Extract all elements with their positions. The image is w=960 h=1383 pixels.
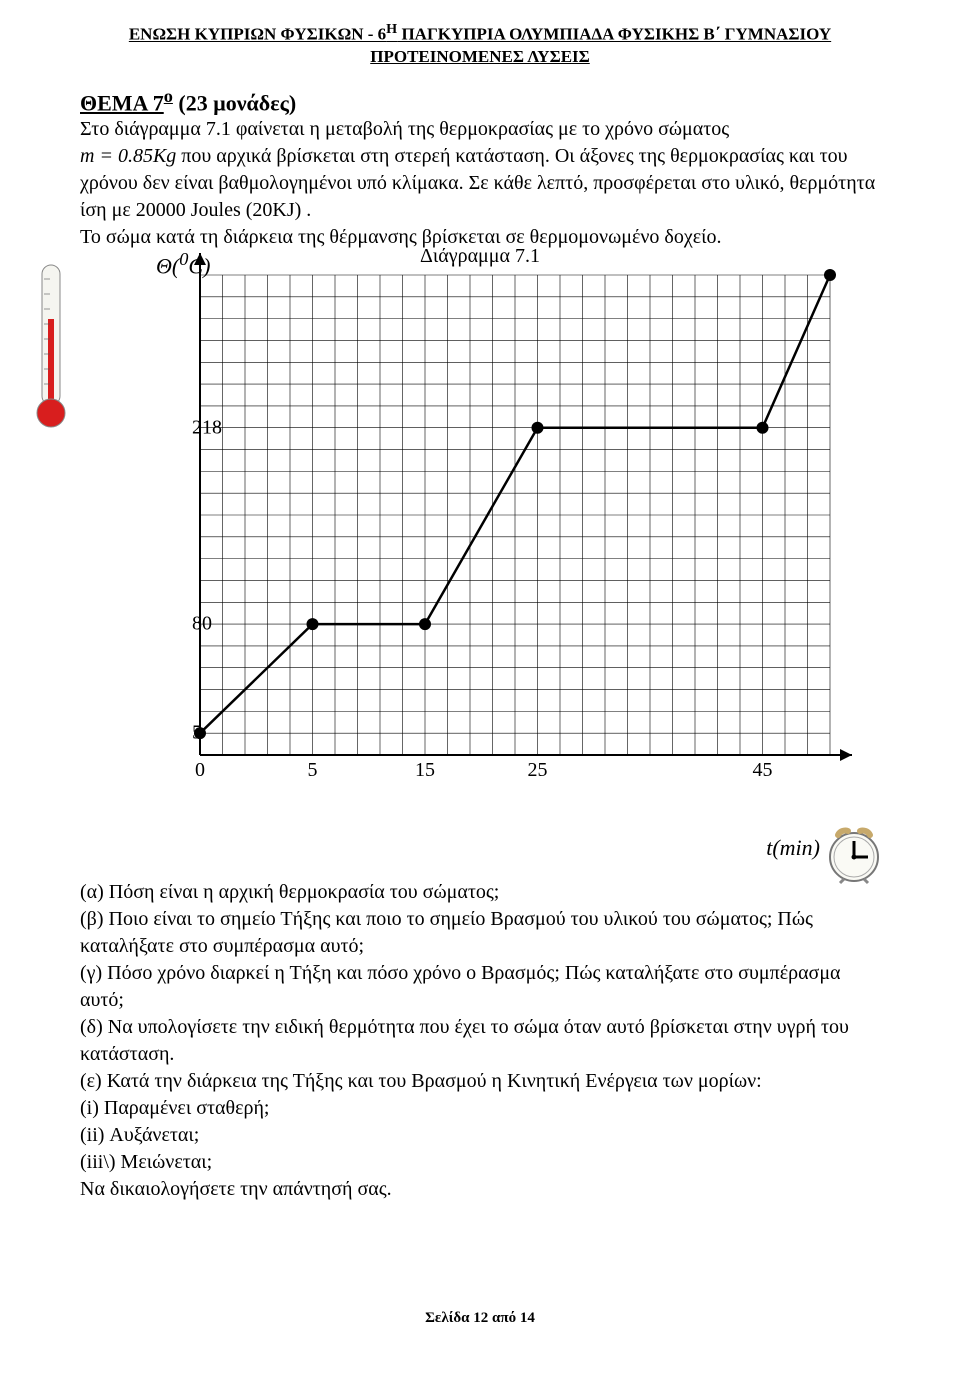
intro-p2: Το σώμα κατά τη διάρκεια της θέρμανσης β… (80, 226, 721, 248)
chart-container: Διάγραμμα 7.1 Θ(0C) 218 80 5 0 5 15 25 4… (100, 259, 860, 819)
question-title: ΘΕΜΑ 7ο (23 μονάδες) (80, 86, 880, 116)
clock-icon (822, 821, 886, 1383)
x-tick-45: 45 (753, 759, 773, 782)
chart-plot: 218 80 5 0 5 15 25 45 (200, 275, 830, 755)
x-tick-15: 15 (415, 759, 435, 782)
x-tick-0: 0 (195, 759, 205, 782)
question-c: (γ) Πόσο χρόνο διαρκεί η Τήξη και πόσο χ… (80, 960, 880, 1014)
page: ΕΝΩΣΗ ΚΥΠΡΙΩΝ ΦΥΣΙΚΩΝ - 6Η ΠΑΓΚΥΠΡΙΑ ΟΛΥ… (0, 0, 960, 1339)
x-tick-25: 25 (528, 759, 548, 782)
header-text-1a: ΕΝΩΣΗ ΚΥΠΡΙΩΝ ΦΥΣΙΚΩΝ - 6 (129, 25, 386, 44)
question-e-ii: (ii) Αυξάνεται; (80, 1122, 880, 1149)
question-d: (δ) Να υπολογίσετε την ειδική θερμότητα … (80, 1014, 880, 1068)
intro-p1: Στο διάγραμμα 7.1 φαίνεται η μεταβολή τη… (80, 118, 729, 140)
y-tick-80: 80 (192, 613, 194, 636)
title-points: (23 μονάδες) (173, 90, 296, 115)
page-header: ΕΝΩΣΗ ΚΥΠΡΙΩΝ ΦΥΣΙΚΩΝ - 6Η ΠΑΓΚΥΠΡΙΑ ΟΛΥ… (80, 20, 880, 68)
y-tick-218: 218 (192, 416, 194, 439)
header-line-1: ΕΝΩΣΗ ΚΥΠΡΙΩΝ ΦΥΣΙΚΩΝ - 6Η ΠΑΓΚΥΠΡΙΑ ΟΛΥ… (80, 20, 880, 46)
intro-p1b: που αρχικά βρίσκεται στη στερεή κατάστασ… (80, 145, 875, 221)
header-line-2: ΠΡΟΤΕΙΝΟΜΕΝΕΣ ΛΥΣΕΙΣ (80, 46, 880, 68)
question-e: (ε) Κατά την διάρκεια της Τήξης και του … (80, 1068, 880, 1095)
chart-title: Διάγραμμα 7.1 (420, 245, 540, 268)
page-footer: Σελίδα 12 από 14 (0, 1310, 960, 1327)
intro-formula: m = 0.85Kg (80, 145, 176, 167)
title-thema: ΘΕΜΑ 7 (80, 90, 164, 115)
title-sup: ο (164, 86, 173, 106)
intro-text: Στο διάγραμμα 7.1 φαίνεται η μεταβολή τη… (80, 116, 880, 251)
question-b: (β) Ποιο είναι το σημείο Τήξης και ποιο … (80, 906, 880, 960)
x-tick-5: 5 (308, 759, 318, 782)
header-text-1b: ΠΑΓΚΥΠΡΙΑ ΟΛΥΜΠΙΑΔΑ ΦΥΣΙΚΗΣ Β΄ ΓΥΜΝΑΣΙΟΥ (397, 25, 831, 44)
y-tick-5: 5 (192, 722, 194, 745)
question-e-i: (i) Παραμένει σταθερή; (80, 1095, 880, 1122)
question-e-iii: (iii\) Μειώνεται; (80, 1149, 880, 1176)
questions: t(min) (α) Πόση είναι η αρχική θερμοκρασ… (80, 879, 880, 1203)
thermometer-icon (34, 259, 68, 444)
question-e-just: Να δικαιολογήσετε την απάντησή σας. (80, 1176, 880, 1203)
time-axis-label: t(min) (766, 833, 820, 863)
question-a: (α) Πόση είναι η αρχική θερμοκρασία του … (80, 879, 880, 906)
header-sup: Η (386, 21, 397, 37)
